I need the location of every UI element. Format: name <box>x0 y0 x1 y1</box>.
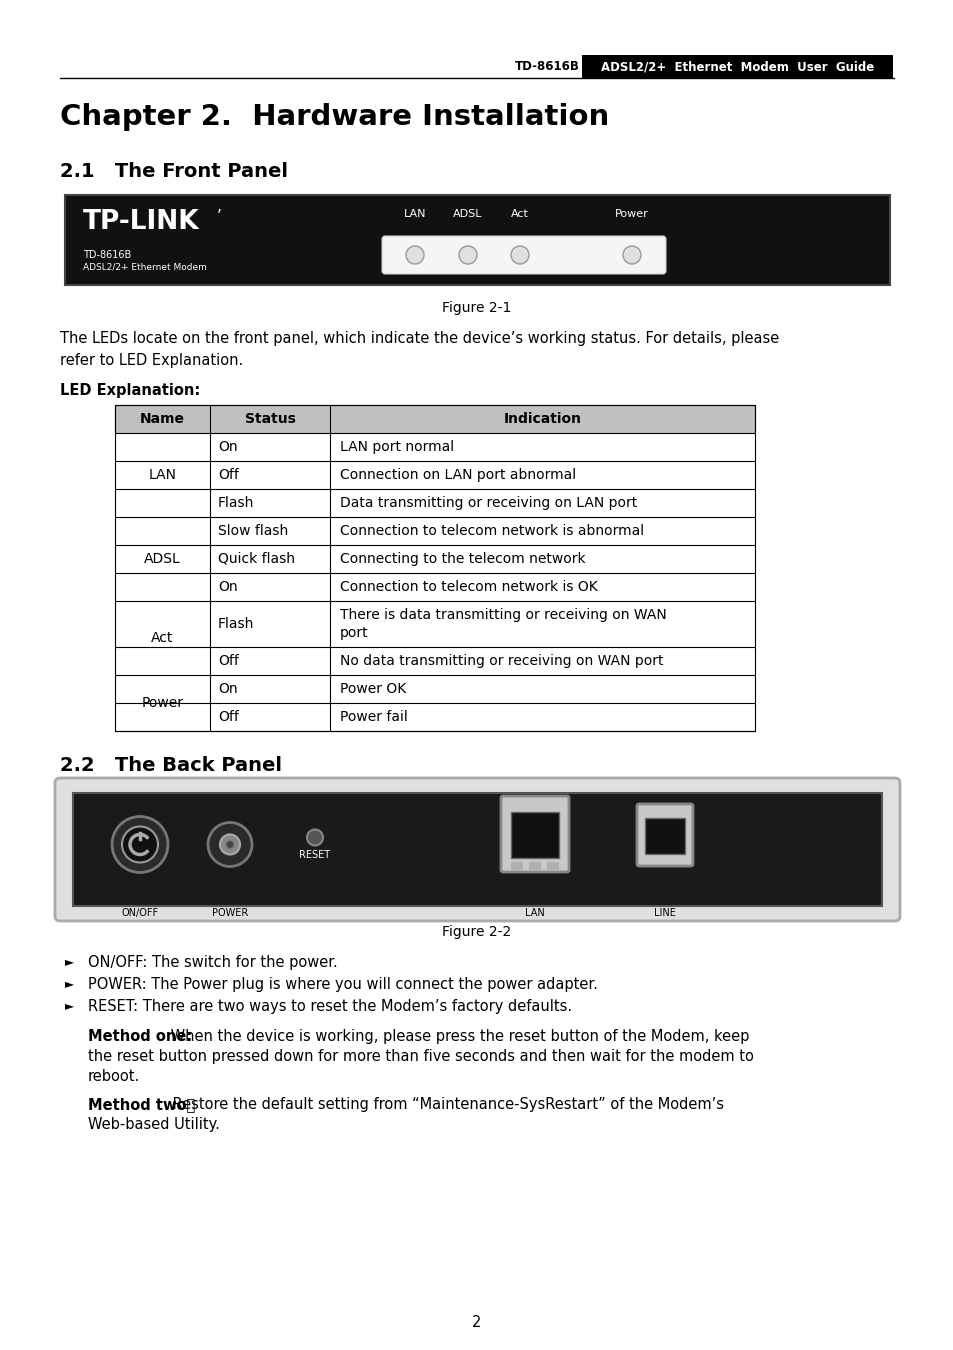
Text: Figure 2-2: Figure 2-2 <box>442 925 511 940</box>
Text: TD-8616B: TD-8616B <box>515 59 579 73</box>
Text: LAN port normal: LAN port normal <box>339 440 454 454</box>
Text: ON/OFF: The switch for the power.: ON/OFF: The switch for the power. <box>88 954 337 971</box>
Bar <box>511 811 558 859</box>
Text: ADSL: ADSL <box>453 209 482 219</box>
Text: Restore the default setting from “Maintenance-SysRestart” of the Modem’s: Restore the default setting from “Mainte… <box>168 1098 723 1112</box>
Text: Figure 2-1: Figure 2-1 <box>442 301 511 315</box>
Text: There is data transmitting or receiving on WAN: There is data transmitting or receiving … <box>339 608 666 622</box>
Text: Off: Off <box>218 710 238 724</box>
Text: Power OK: Power OK <box>339 682 406 697</box>
Text: POWER: POWER <box>212 909 248 918</box>
Text: When the device is working, please press the reset button of the Modem, keep: When the device is working, please press… <box>166 1029 749 1044</box>
Text: Method two：: Method two： <box>88 1098 195 1112</box>
Bar <box>65 194 889 285</box>
FancyBboxPatch shape <box>637 805 692 865</box>
Text: Method one:: Method one: <box>88 1029 193 1044</box>
Bar <box>546 863 558 869</box>
Circle shape <box>226 841 233 849</box>
Text: Off: Off <box>218 653 238 668</box>
Circle shape <box>122 826 158 863</box>
Text: The LEDs locate on the front panel, which indicate the device’s working status. : The LEDs locate on the front panel, whic… <box>60 331 779 346</box>
Text: ’: ’ <box>216 209 222 224</box>
Text: TP-LINK: TP-LINK <box>83 209 199 235</box>
Bar <box>511 863 522 869</box>
Text: Connection to telecom network is abnormal: Connection to telecom network is abnorma… <box>339 524 643 539</box>
FancyBboxPatch shape <box>500 796 568 872</box>
Text: 2.1   The Front Panel: 2.1 The Front Panel <box>60 162 288 181</box>
Bar <box>73 792 882 906</box>
Text: ►: ► <box>65 999 74 1012</box>
Circle shape <box>458 246 476 265</box>
Text: Power fail: Power fail <box>339 710 407 724</box>
Text: Connection to telecom network is OK: Connection to telecom network is OK <box>339 580 598 594</box>
Bar <box>115 405 754 730</box>
Text: POWER: The Power plug is where you will connect the power adapter.: POWER: The Power plug is where you will … <box>88 977 598 992</box>
Text: TD-8616B: TD-8616B <box>83 250 132 261</box>
Text: On: On <box>218 440 237 454</box>
Text: 2: 2 <box>472 1315 481 1330</box>
Text: ►: ► <box>65 954 74 968</box>
Text: Off: Off <box>218 468 238 482</box>
Text: Quick flash: Quick flash <box>218 552 294 566</box>
Text: reboot.: reboot. <box>88 1069 140 1084</box>
Text: the reset button pressed down for more than five seconds and then wait for the m: the reset button pressed down for more t… <box>88 1049 753 1064</box>
Text: Act: Act <box>152 630 173 645</box>
Text: Power: Power <box>141 697 183 710</box>
Text: RESET: There are two ways to reset the Modem’s factory defaults.: RESET: There are two ways to reset the M… <box>88 999 572 1014</box>
Text: Indication: Indication <box>503 412 581 427</box>
Text: refer to LED Explanation.: refer to LED Explanation. <box>60 352 243 369</box>
Text: RESET: RESET <box>299 849 331 860</box>
Text: LAN: LAN <box>149 468 176 482</box>
Text: On: On <box>218 682 237 697</box>
Text: Web-based Utility.: Web-based Utility. <box>88 1116 219 1133</box>
Text: On: On <box>218 580 237 594</box>
Bar <box>115 405 754 433</box>
FancyBboxPatch shape <box>55 778 899 921</box>
Text: Connection on LAN port abnormal: Connection on LAN port abnormal <box>339 468 576 482</box>
Text: ADSL2/2+  Ethernet  Modem  User  Guide: ADSL2/2+ Ethernet Modem User Guide <box>600 59 873 73</box>
Text: ADSL: ADSL <box>144 552 181 566</box>
Text: 2.2   The Back Panel: 2.2 The Back Panel <box>60 756 282 775</box>
Text: ADSL2/2+ Ethernet Modem: ADSL2/2+ Ethernet Modem <box>83 262 207 271</box>
Circle shape <box>622 246 640 265</box>
Circle shape <box>112 817 168 872</box>
Text: Power: Power <box>615 209 648 219</box>
Circle shape <box>307 829 323 845</box>
FancyBboxPatch shape <box>381 236 665 274</box>
Bar <box>644 818 684 855</box>
Text: Flash: Flash <box>218 495 254 510</box>
Text: Name: Name <box>140 412 185 427</box>
Text: ►: ► <box>65 977 74 990</box>
Text: No data transmitting or receiving on WAN port: No data transmitting or receiving on WAN… <box>339 653 662 668</box>
Circle shape <box>406 246 423 265</box>
Text: Connecting to the telecom network: Connecting to the telecom network <box>339 552 585 566</box>
Text: Data transmitting or receiving on LAN port: Data transmitting or receiving on LAN po… <box>339 495 637 510</box>
Text: ON/OFF: ON/OFF <box>121 909 158 918</box>
Circle shape <box>511 246 529 265</box>
Text: Chapter 2.  Hardware Installation: Chapter 2. Hardware Installation <box>60 103 609 131</box>
Text: LINE: LINE <box>654 909 676 918</box>
Text: Slow flash: Slow flash <box>218 524 288 539</box>
Text: Status: Status <box>244 412 295 427</box>
Text: Act: Act <box>511 209 528 219</box>
Circle shape <box>220 834 240 855</box>
Text: LAN: LAN <box>524 909 544 918</box>
Text: port: port <box>339 626 368 640</box>
Bar <box>529 863 540 869</box>
Circle shape <box>208 822 252 867</box>
Text: LAN: LAN <box>403 209 426 219</box>
Text: LED Explanation:: LED Explanation: <box>60 383 200 398</box>
Text: Flash: Flash <box>218 617 254 630</box>
Bar <box>581 55 892 80</box>
